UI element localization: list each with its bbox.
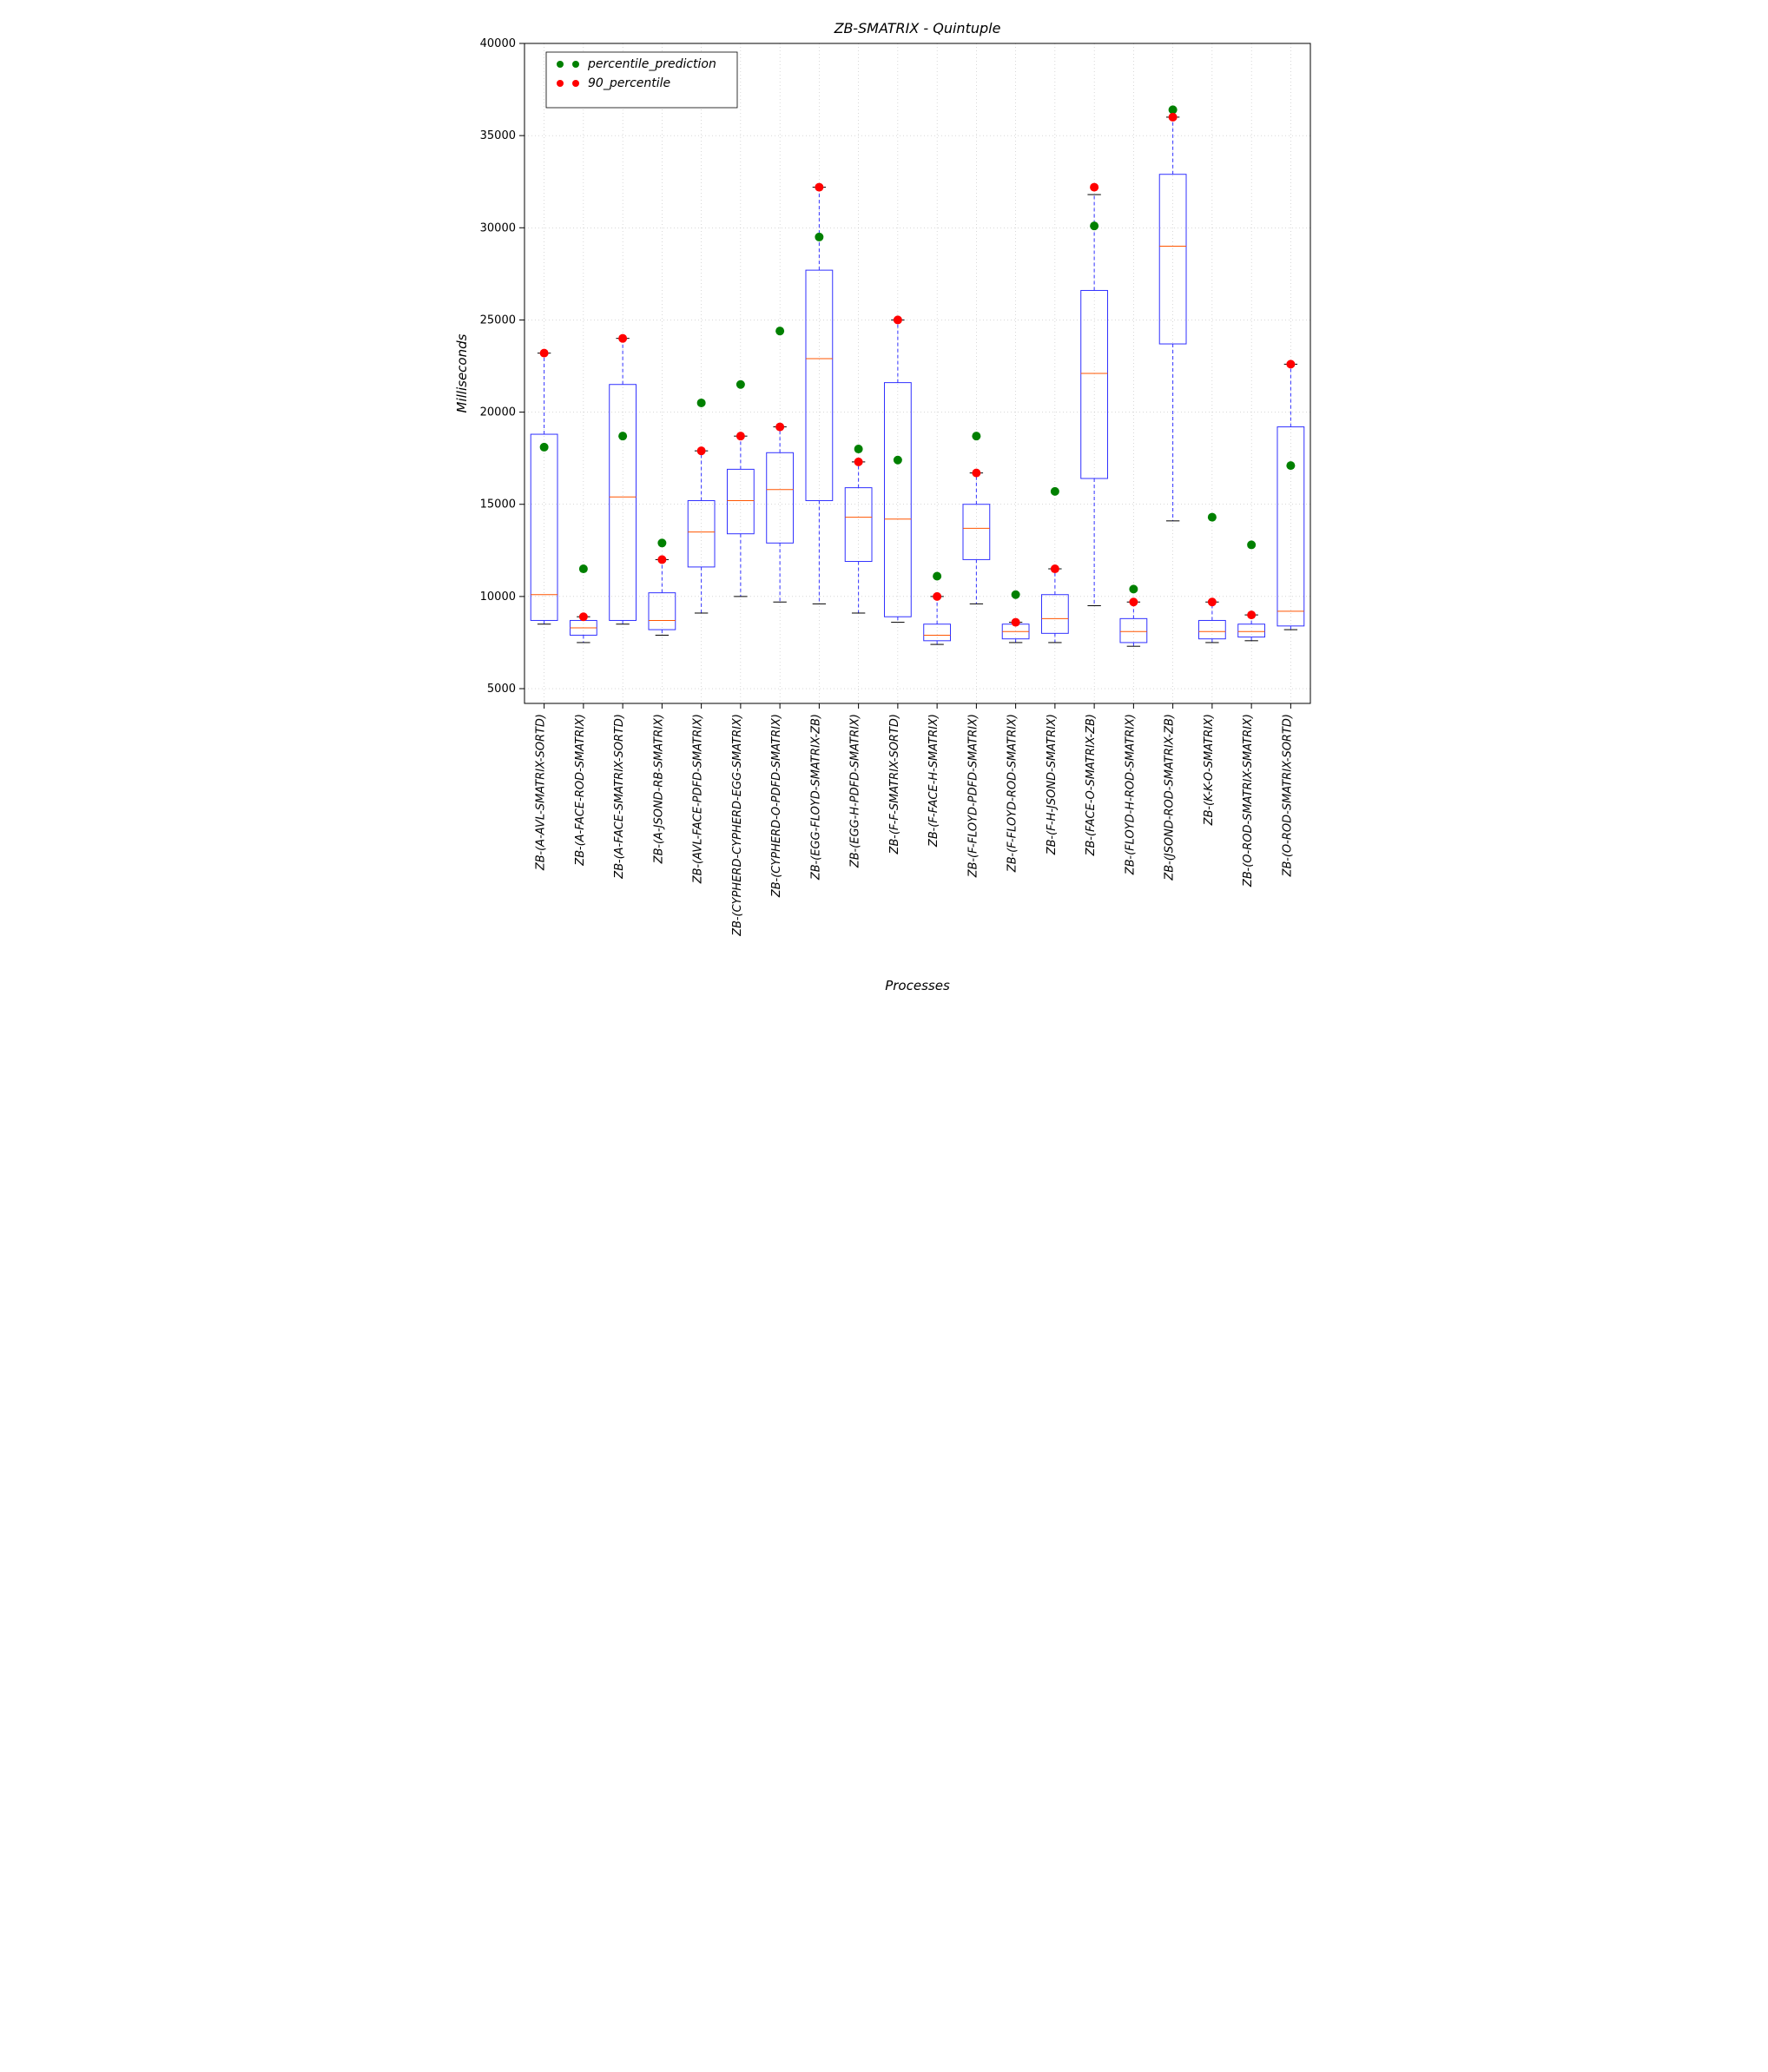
percentile-prediction-point bbox=[775, 327, 784, 335]
x-category-label: ZB-(K-K-O-SMATRIX) bbox=[1203, 714, 1216, 826]
percentile-prediction-point bbox=[1286, 461, 1295, 470]
legend-label: percentile_prediction bbox=[587, 57, 716, 71]
percentile-prediction-point bbox=[1012, 591, 1020, 599]
percentile-prediction-point bbox=[1208, 513, 1217, 522]
legend-marker bbox=[572, 61, 579, 68]
y-tick-label: 10000 bbox=[480, 591, 516, 604]
x-category-label: ZB-(O-ROD-SMATRIX-SORTD) bbox=[1281, 714, 1294, 877]
percentile-prediction-point bbox=[618, 432, 627, 440]
p90-point bbox=[1051, 564, 1059, 573]
percentile-prediction-point bbox=[540, 443, 549, 452]
percentile-prediction-point bbox=[933, 572, 941, 581]
x-category-label: ZB-(A-FACE-SMATRIX-SORTD) bbox=[613, 714, 626, 880]
x-category-label: ZB-(CYPHERD-O-PDFD-SMATRIX) bbox=[770, 714, 783, 898]
p90-point bbox=[775, 423, 784, 432]
x-category-label: ZB-(F-FLOYD-PDFD-SMATRIX) bbox=[966, 714, 980, 878]
boxplot-chart: ZB-SMATRIX - Quintuple 5000 10000 15000 2000… bbox=[442, 17, 1326, 1053]
legend: percentile_prediction 90_percentile bbox=[546, 52, 737, 108]
x-category-label: ZB-(F-F-SMATRIX-SORTD) bbox=[888, 714, 901, 855]
p90-point bbox=[1247, 610, 1256, 619]
chart-container: ZB-SMATRIX - Quintuple 5000 10000 15000 2000… bbox=[442, 17, 1326, 1053]
percentile-prediction-point bbox=[697, 399, 706, 407]
p90-point bbox=[815, 183, 823, 192]
p90-point bbox=[736, 432, 745, 440]
y-tick-label: 5000 bbox=[487, 683, 516, 696]
p90-point bbox=[579, 612, 588, 621]
percentile-prediction-point bbox=[736, 380, 745, 389]
x-axis-title: Processes bbox=[885, 978, 950, 993]
p90-point bbox=[1286, 360, 1295, 368]
x-category-label: ZB-(F-FLOYD-ROD-SMATRIX) bbox=[1006, 714, 1019, 873]
p90-point bbox=[854, 458, 863, 466]
x-category-label: ZB-(CYPHERD-CYPHERD-EGG-SMATRIX) bbox=[731, 714, 744, 937]
y-tick-label: 35000 bbox=[480, 129, 516, 142]
p90-point bbox=[894, 315, 902, 324]
percentile-prediction-point bbox=[972, 432, 980, 440]
percentile-prediction-point bbox=[1090, 221, 1098, 230]
legend-marker bbox=[572, 80, 579, 87]
x-category-label: ZB-(AVL-FACE-PDFD-SMATRIX) bbox=[692, 714, 705, 884]
x-category-label: ZB-(JSOND-ROD-SMATRIX-ZB) bbox=[1164, 714, 1177, 881]
x-category-label: ZB-(FACE-O-SMATRIX-ZB) bbox=[1085, 714, 1098, 856]
percentile-prediction-point bbox=[815, 233, 823, 241]
y-tick-label: 25000 bbox=[480, 313, 516, 327]
y-tick-label: 20000 bbox=[480, 406, 516, 419]
percentile-prediction-point bbox=[579, 564, 588, 573]
x-category-label: ZB-(FLOYD-H-ROD-SMATRIX) bbox=[1124, 714, 1137, 875]
x-category-label: ZB-(EGG-FLOYD-SMATRIX-ZB) bbox=[809, 714, 822, 881]
y-tick-label: 40000 bbox=[480, 37, 516, 50]
x-category-label: ZB-(F-FACE-H-SMATRIX) bbox=[927, 714, 940, 848]
percentile-prediction-point bbox=[657, 538, 666, 547]
y-axis-title: Milliseconds bbox=[454, 333, 470, 412]
p90-point bbox=[972, 469, 980, 478]
y-tick-label: 15000 bbox=[480, 498, 516, 511]
percentile-prediction-point bbox=[1129, 584, 1138, 593]
y-tick-label: 30000 bbox=[480, 221, 516, 234]
p90-point bbox=[933, 592, 941, 601]
percentile-prediction-point bbox=[894, 456, 902, 465]
x-category-label: ZB-(A-AVL-SMATRIX-SORTD) bbox=[535, 714, 548, 871]
percentile-prediction-point bbox=[1051, 487, 1059, 496]
x-category-label: ZB-(F-H-JSOND-SMATRIX) bbox=[1046, 714, 1059, 855]
p90-point bbox=[1129, 597, 1138, 606]
p90-point bbox=[1090, 183, 1098, 192]
percentile-prediction-point bbox=[854, 445, 863, 453]
legend-label: 90_percentile bbox=[588, 76, 670, 90]
p90-point bbox=[1208, 597, 1217, 606]
p90-point bbox=[1012, 618, 1020, 627]
x-category-label: ZB-(EGG-H-PDFD-SMATRIX) bbox=[849, 714, 862, 868]
x-category-label: ZB-(A-JSOND-RB-SMATRIX) bbox=[652, 714, 665, 864]
p90-point bbox=[657, 555, 666, 564]
legend-marker bbox=[557, 80, 564, 87]
chart-title: ZB-SMATRIX - Quintuple bbox=[834, 20, 1001, 36]
p90-point bbox=[618, 334, 627, 343]
p90-point bbox=[1169, 113, 1178, 122]
percentile-prediction-point bbox=[1247, 540, 1256, 549]
x-category-label: ZB-(A-FACE-ROD-SMATRIX) bbox=[574, 714, 587, 867]
legend-marker bbox=[557, 61, 564, 68]
x-category-label: ZB-(O-ROD-SMATRIX-SMATRIX) bbox=[1242, 714, 1255, 888]
p90-point bbox=[697, 446, 706, 455]
p90-point bbox=[540, 349, 549, 358]
